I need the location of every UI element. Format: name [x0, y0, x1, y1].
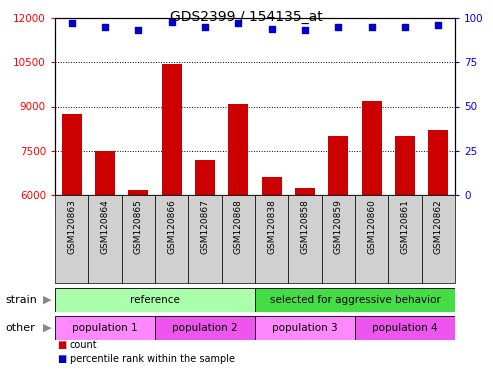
Bar: [428, 130, 448, 372]
Text: GSM120860: GSM120860: [367, 199, 376, 254]
Point: [68, 20, 75, 26]
Point: [301, 27, 309, 33]
Text: GSM120861: GSM120861: [400, 199, 410, 254]
Text: population 1: population 1: [72, 323, 138, 333]
Bar: [355, 195, 388, 283]
Bar: [255, 195, 288, 283]
Bar: [88, 195, 122, 283]
Text: GSM120862: GSM120862: [434, 199, 443, 254]
Point: [368, 24, 376, 30]
Point: [168, 18, 176, 25]
Text: GSM120859: GSM120859: [334, 199, 343, 254]
Bar: [222, 195, 255, 283]
Bar: [262, 177, 282, 372]
Bar: [355, 316, 455, 340]
Text: GSM120838: GSM120838: [267, 199, 276, 254]
Bar: [328, 136, 349, 372]
Text: percentile rank within the sample: percentile rank within the sample: [70, 354, 235, 364]
Text: ■: ■: [58, 340, 67, 350]
Text: reference: reference: [130, 295, 180, 305]
Bar: [162, 64, 181, 372]
Point: [234, 20, 242, 26]
Bar: [422, 195, 455, 283]
Text: selected for aggressive behavior: selected for aggressive behavior: [270, 295, 440, 305]
Text: population 3: population 3: [272, 323, 338, 333]
Text: GDS2399 / 154135_at: GDS2399 / 154135_at: [170, 10, 323, 23]
Text: ▶: ▶: [43, 295, 52, 305]
Bar: [388, 195, 422, 283]
Bar: [288, 195, 321, 283]
Text: population 2: population 2: [172, 323, 238, 333]
Bar: [62, 114, 82, 372]
Text: count: count: [70, 340, 98, 350]
Point: [101, 24, 109, 30]
Text: GSM120863: GSM120863: [67, 199, 76, 254]
Text: GSM120866: GSM120866: [167, 199, 176, 254]
Bar: [188, 195, 222, 283]
Bar: [55, 288, 255, 312]
Text: GSM120868: GSM120868: [234, 199, 243, 254]
Text: GSM120865: GSM120865: [134, 199, 143, 254]
Bar: [122, 195, 155, 283]
Bar: [255, 288, 455, 312]
Text: population 4: population 4: [372, 323, 438, 333]
Point: [334, 24, 342, 30]
Bar: [155, 195, 188, 283]
Point: [135, 27, 142, 33]
Bar: [295, 188, 315, 372]
Bar: [195, 160, 215, 372]
Bar: [95, 151, 115, 372]
Bar: [55, 316, 155, 340]
Text: ■: ■: [58, 354, 67, 364]
Text: ▶: ▶: [43, 323, 52, 333]
Bar: [395, 136, 415, 372]
Bar: [128, 190, 148, 372]
Text: GSM120864: GSM120864: [101, 199, 109, 254]
Text: GSM120858: GSM120858: [301, 199, 310, 254]
Point: [401, 24, 409, 30]
Point: [268, 26, 276, 32]
Text: GSM120867: GSM120867: [201, 199, 210, 254]
Point: [434, 22, 442, 28]
Bar: [321, 195, 355, 283]
Bar: [55, 195, 88, 283]
Bar: [255, 316, 355, 340]
Bar: [155, 316, 255, 340]
Text: other: other: [5, 323, 35, 333]
Text: strain: strain: [5, 295, 37, 305]
Point: [201, 24, 209, 30]
Bar: [362, 101, 382, 372]
Bar: [228, 104, 248, 372]
